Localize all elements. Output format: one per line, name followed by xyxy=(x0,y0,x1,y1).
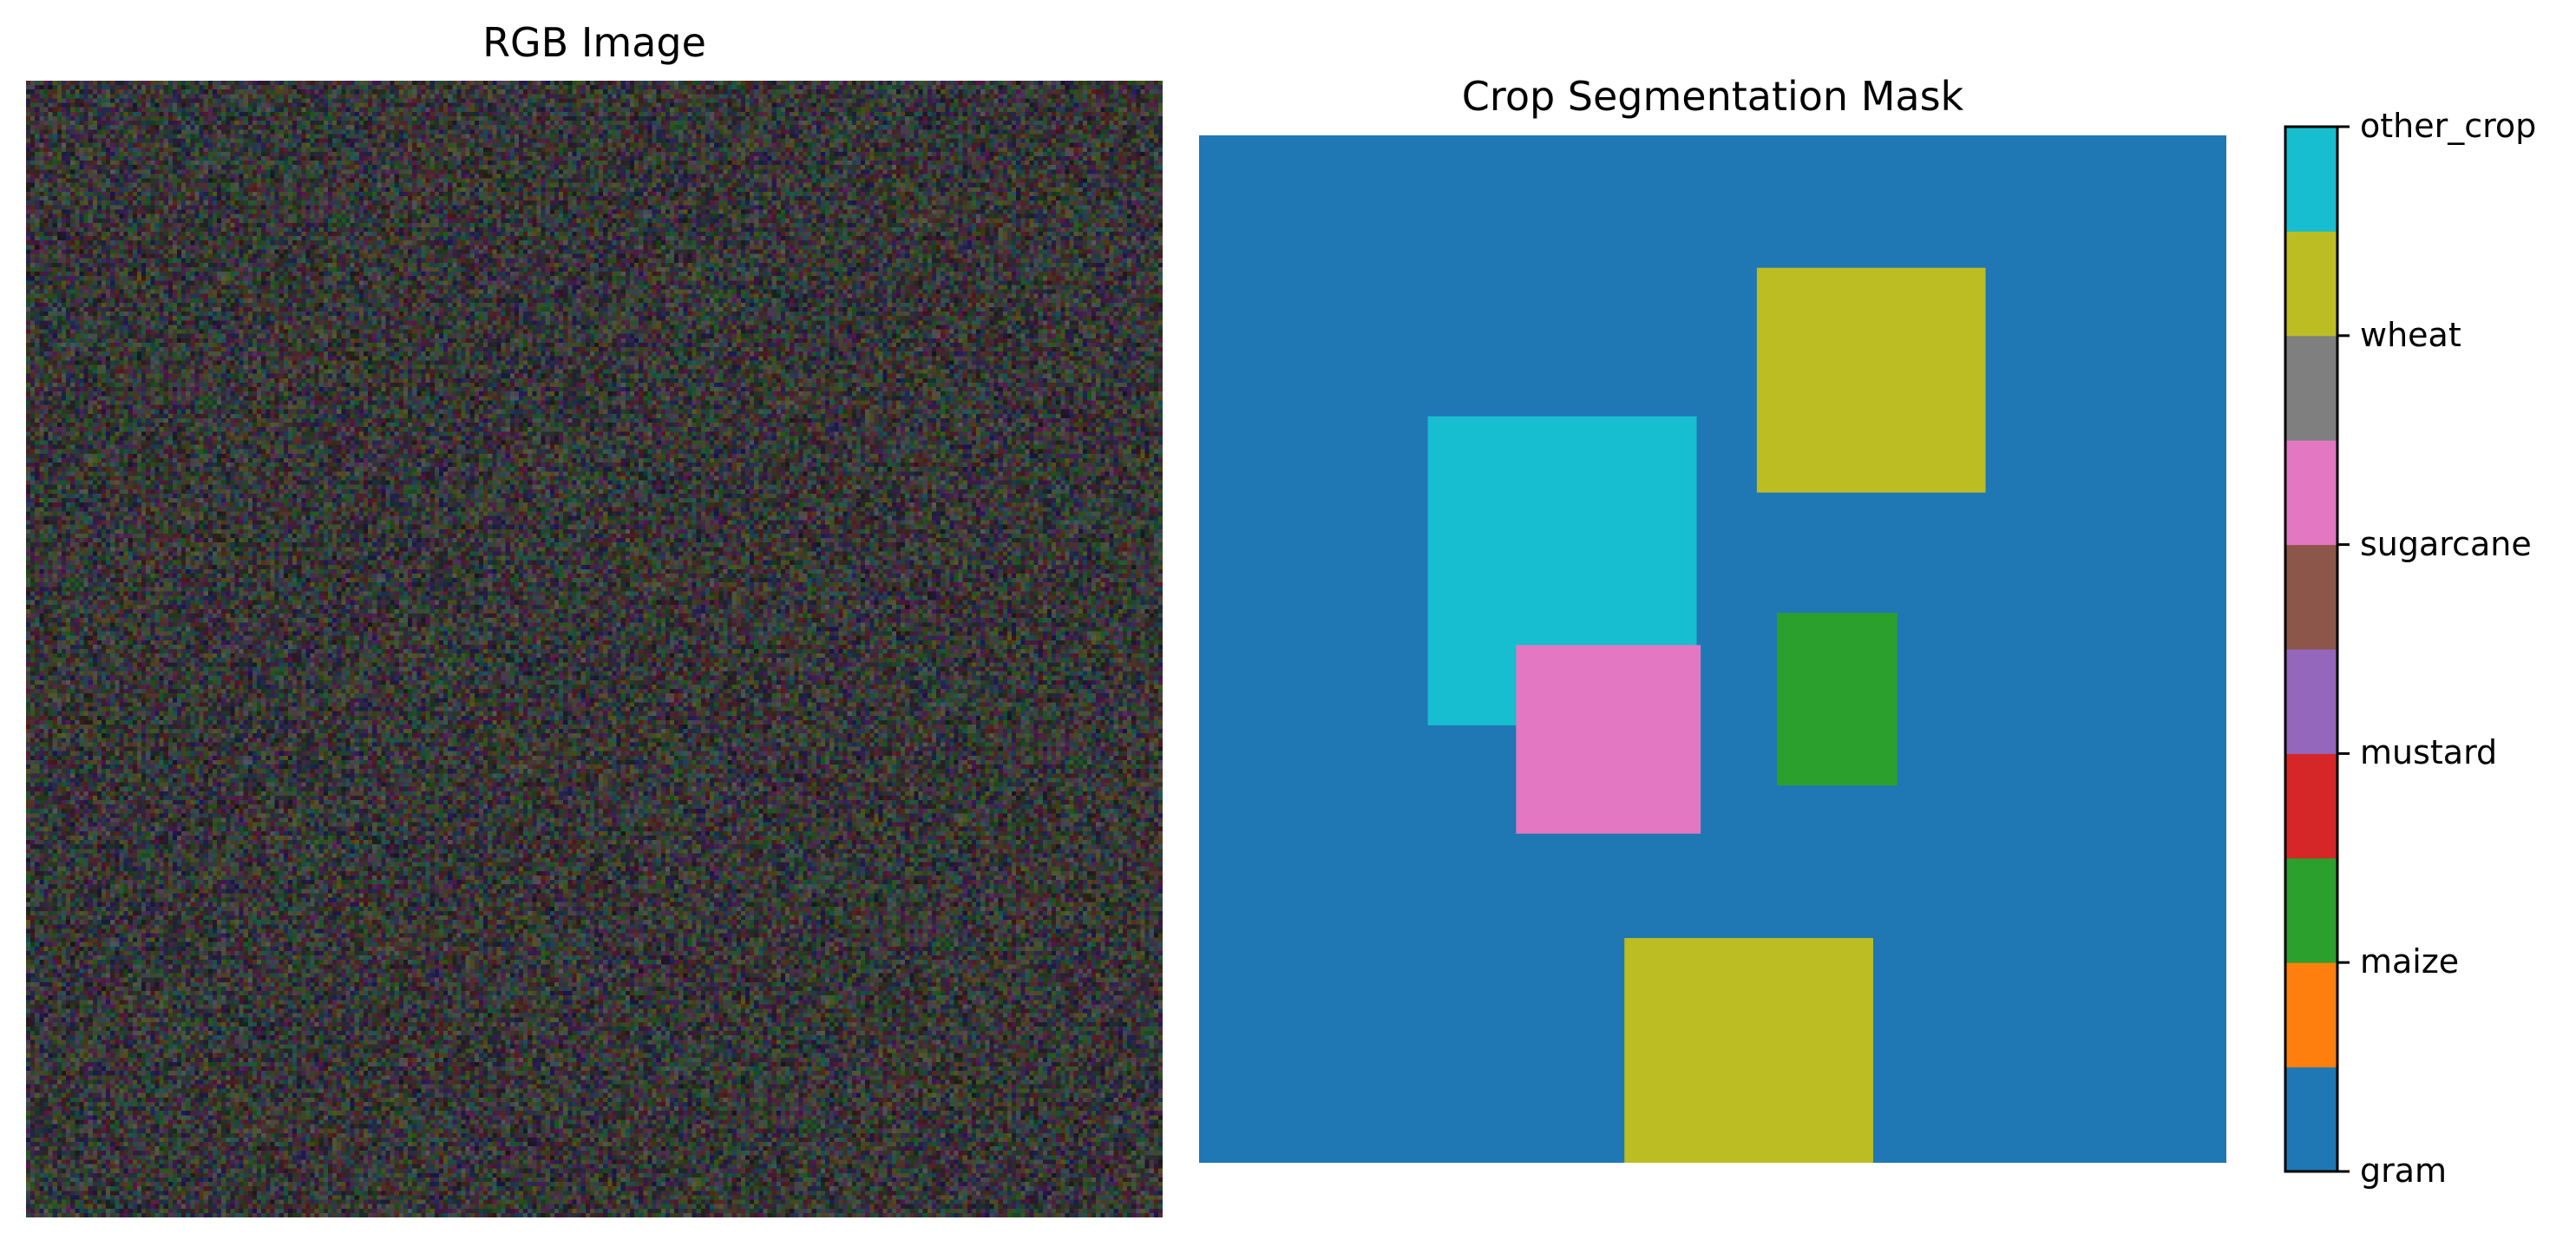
mask-region-wheat-0 xyxy=(1756,267,1986,493)
colorbar-label-wheat: wheat xyxy=(2360,315,2461,354)
mask-region-sugarcane-3 xyxy=(1516,645,1701,834)
rgb-image-title: RGB Image xyxy=(482,19,706,66)
colorbar-segment-4 xyxy=(2285,649,2337,754)
colorbar-segment-3 xyxy=(2285,753,2337,859)
colorbar-frame xyxy=(2284,125,2339,1173)
colorbar-label-other_crop: other_crop xyxy=(2360,107,2537,145)
colorbar-segment-6 xyxy=(2285,440,2337,546)
colorbar-segment-9 xyxy=(2285,127,2337,232)
colorbar-segment-2 xyxy=(2285,857,2337,963)
mask-title: Crop Segmentation Mask xyxy=(1461,73,1964,120)
colorbar-label-sugarcane: sugarcane xyxy=(2360,524,2532,563)
colorbar-segment-8 xyxy=(2285,231,2337,337)
colorbar-label-mustard: mustard xyxy=(2360,733,2498,772)
colorbar-segment-7 xyxy=(2285,335,2337,441)
colorbar-segment-0 xyxy=(2285,1066,2337,1172)
segmentation-mask xyxy=(1199,135,2226,1163)
colorbar xyxy=(2284,125,2350,1173)
mask-region-wheat-4 xyxy=(1624,938,1873,1163)
colorbar-segment-1 xyxy=(2285,962,2337,1068)
colorbar-label-maize: maize xyxy=(2360,942,2460,981)
mask-region-maize-2 xyxy=(1777,613,1898,786)
colorbar-segment-5 xyxy=(2285,544,2337,650)
colorbar-label-gram: gram xyxy=(2360,1151,2448,1190)
rgb-image-noise xyxy=(26,81,1163,1217)
